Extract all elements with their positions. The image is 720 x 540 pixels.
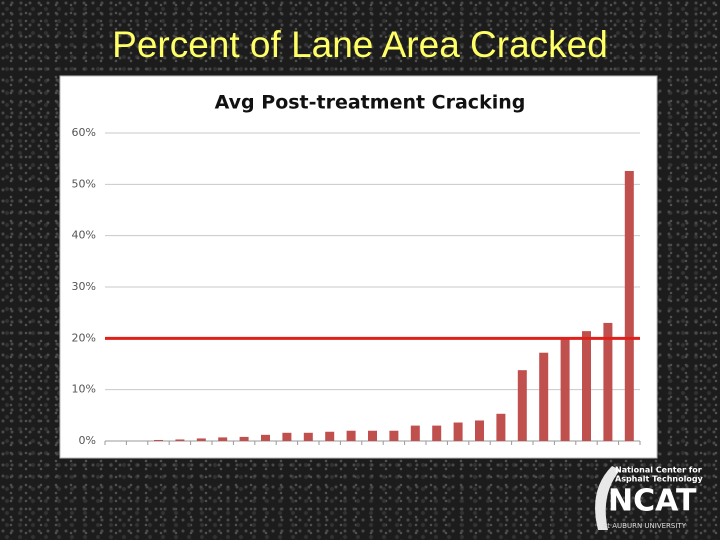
bar [410,425,420,441]
bar [432,425,442,441]
bar [303,432,313,441]
bar [239,436,249,441]
bar [346,430,356,441]
bar [261,434,270,441]
bar [325,431,335,441]
bar [539,352,549,441]
bar [368,430,377,441]
chart-box [59,75,658,459]
bar [603,322,613,441]
logo-line1: National Center for [615,466,702,475]
bar [624,170,634,441]
bar [154,439,163,441]
logo-swoosh [595,466,620,530]
y-tick-label: 50% [72,177,96,190]
bar [582,331,591,441]
logo: National Center for Asphalt Technology N… [595,466,704,530]
bar [496,413,506,441]
y-tick-label: 30% [72,280,96,293]
bar [453,422,463,441]
bar [282,432,292,441]
bar [517,370,527,441]
bar [196,438,206,441]
logo-sub: at AUBURN UNIVERSITY [603,522,687,530]
bar [175,439,185,441]
bar [560,338,570,441]
y-tick-label: 0% [79,434,96,447]
y-tick-label: 10% [72,383,96,396]
bar [389,430,399,441]
slide-title: Percent of Lane Area Cracked [112,24,608,65]
y-tick-label: 40% [72,229,96,242]
logo-name: NCAT [608,484,697,519]
bar [218,437,228,441]
y-tick-label: 60% [72,126,96,139]
chart-title: Avg Post-treatment Cracking [215,92,526,114]
bar [475,420,484,441]
y-tick-label: 20% [72,331,96,344]
logo-line2: Asphalt Technology [615,475,704,484]
